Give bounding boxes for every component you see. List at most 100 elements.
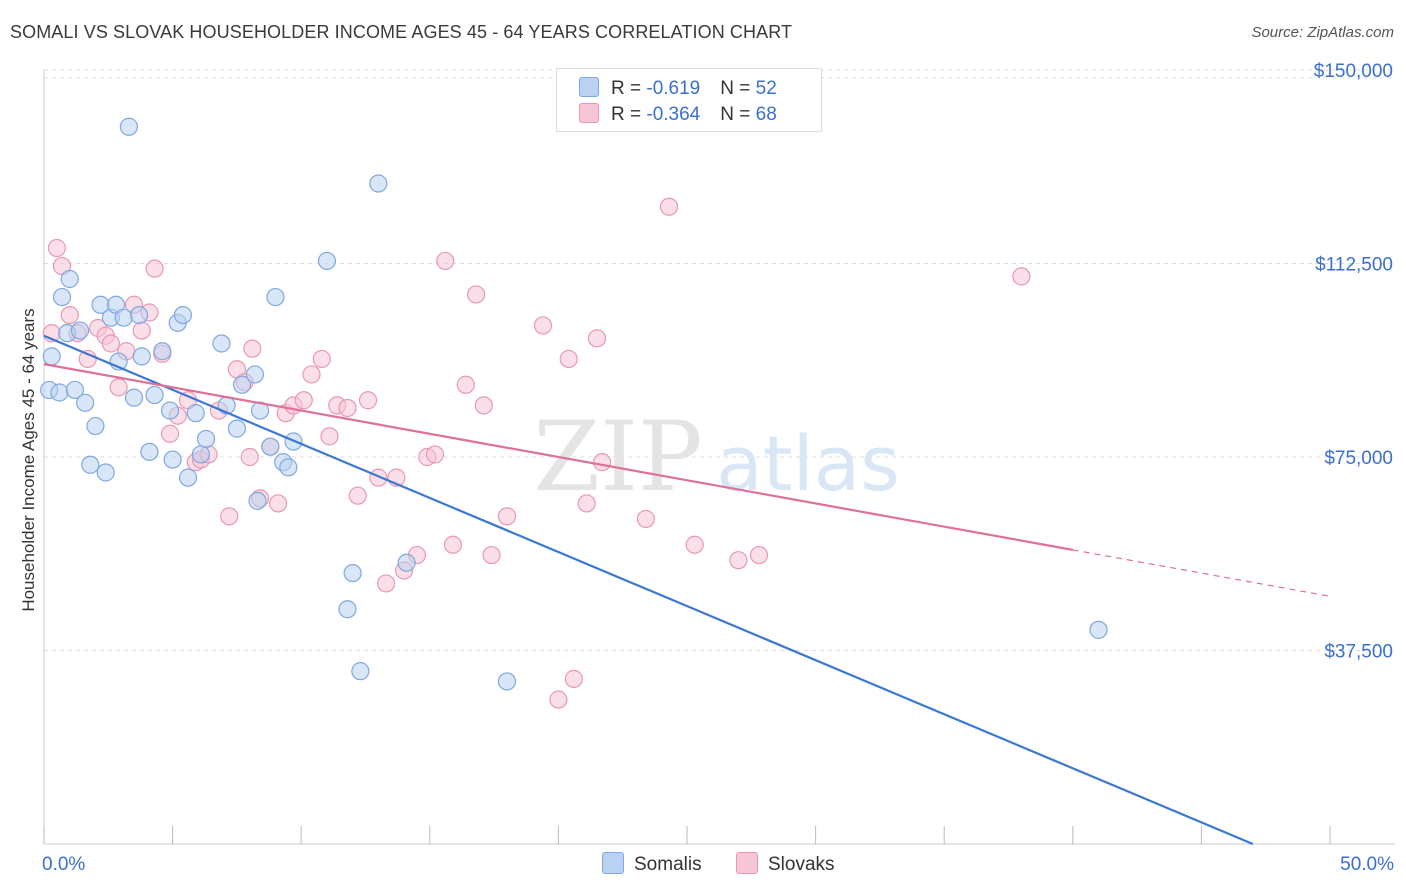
somalis-point <box>86 416 105 436</box>
somalis-point <box>227 419 246 438</box>
x-tick-label-min: 0.0% <box>42 854 85 875</box>
legend-label-slovaks: Slovaks <box>768 854 835 875</box>
slovaks-point <box>425 445 445 464</box>
somalis-point <box>140 442 159 461</box>
somalis-point <box>96 463 115 482</box>
y-tick-label: $37,500 <box>1324 642 1393 663</box>
slovaks-point <box>78 349 97 369</box>
somalis-point <box>52 287 72 307</box>
slovaks-trend-extension <box>1072 549 1331 597</box>
slovaks-point <box>482 545 501 565</box>
x-tick-label-max: 50.0% <box>1340 854 1394 875</box>
legend-r-value: -0.364 <box>646 104 701 125</box>
slovaks-point <box>636 509 655 529</box>
slovaks-point <box>348 486 367 505</box>
legend-n-label: N = <box>720 78 756 99</box>
slovaks-point <box>160 424 180 443</box>
somalis-point <box>397 553 416 572</box>
legend-n-value: 68 <box>755 104 777 125</box>
slovaks-point <box>533 316 553 335</box>
slovaks-point <box>47 238 66 258</box>
axes <box>43 70 1395 845</box>
slovaks-point <box>101 334 120 353</box>
slovaks-point <box>749 545 769 565</box>
slovaks-point <box>145 259 164 278</box>
somalis-point <box>351 662 370 681</box>
somalis-point <box>317 251 337 271</box>
somalis-point <box>196 429 216 449</box>
slovaks-point <box>376 574 396 593</box>
legend-item-somalis[interactable]: Somalis <box>602 852 702 876</box>
somalis-point <box>186 404 205 423</box>
series-legend: Somalis Slovaks <box>0 852 1406 876</box>
somalis-point <box>163 450 182 469</box>
somalis-point <box>130 306 149 325</box>
slovaks-point <box>466 285 486 304</box>
slovaks-point <box>60 306 79 325</box>
legend-r-label: R = <box>611 78 647 99</box>
slovaks-point <box>685 535 704 554</box>
series-slovaks-points <box>42 197 1031 709</box>
tick-labels: $37,500 $75,000 $112,500 $150,000 0.0% 50.0% <box>42 61 1394 875</box>
somalis-point <box>266 287 285 307</box>
somalis-point <box>178 468 198 487</box>
somalis-point <box>248 491 267 510</box>
series-somalis-points <box>40 117 1108 691</box>
y-tick-label: $75,000 <box>1324 448 1393 469</box>
somalis-point <box>212 334 231 353</box>
slovaks-point <box>577 494 596 513</box>
slovaks-point <box>729 551 748 570</box>
somalis-point <box>497 672 517 691</box>
slovaks-point <box>338 398 357 418</box>
slovaks-point <box>320 427 339 446</box>
legend-n-value: 52 <box>755 78 777 99</box>
legend-row-somalis: R = -0.619 N = 52 <box>579 77 777 99</box>
chart-title: SOMALI VS SLOVAK HOUSEHOLDER INCOME AGES… <box>10 22 793 42</box>
slovaks-point <box>220 507 239 526</box>
grid-lines <box>44 69 1395 651</box>
somalis-point <box>76 393 95 412</box>
legend-r-value: -0.619 <box>646 78 701 99</box>
slovaks-legend-swatch <box>736 852 758 874</box>
somalis-point <box>114 308 133 327</box>
somalis-point <box>160 401 180 420</box>
slovaks-point <box>268 494 288 513</box>
somalis-trend-line <box>43 334 1254 846</box>
watermark-atlas: atlas <box>716 419 900 508</box>
somalis-point <box>42 347 61 366</box>
slovaks-point <box>443 535 463 554</box>
slovaks-point <box>593 453 612 472</box>
somalis-point <box>191 445 210 464</box>
slovaks-point <box>358 391 378 410</box>
slovaks-point <box>132 321 151 340</box>
somalis-point <box>81 455 100 474</box>
y-tick-label: $112,500 <box>1315 255 1393 276</box>
legend-item-slovaks[interactable]: Slovaks <box>736 852 835 876</box>
slovaks-point <box>1012 267 1031 286</box>
slovaks-swatch <box>579 103 599 123</box>
slovaks-point <box>294 391 313 410</box>
slovaks-point <box>436 251 455 271</box>
slovaks-point <box>474 396 493 415</box>
slovaks-point <box>659 197 679 216</box>
somalis-point <box>145 385 164 405</box>
slovaks-point <box>587 329 607 348</box>
somalis-point <box>124 388 144 407</box>
somalis-point <box>153 342 172 361</box>
y-tick-label: $150,000 <box>1314 61 1393 82</box>
somalis-point <box>173 306 192 325</box>
somalis-point <box>70 321 90 340</box>
trend-lines <box>43 334 1331 846</box>
somalis-point <box>60 269 79 289</box>
somalis-point <box>1089 620 1108 639</box>
slovaks-point <box>559 349 578 369</box>
somalis-legend-swatch <box>602 852 624 874</box>
slovaks-point <box>564 669 583 688</box>
somalis-point <box>50 383 69 402</box>
somalis-point <box>369 174 388 193</box>
source-label: Source: ZipAtlas.com <box>1251 24 1394 41</box>
slovaks-point <box>456 375 475 394</box>
slovaks-point <box>312 349 331 369</box>
somalis-point <box>343 563 362 583</box>
